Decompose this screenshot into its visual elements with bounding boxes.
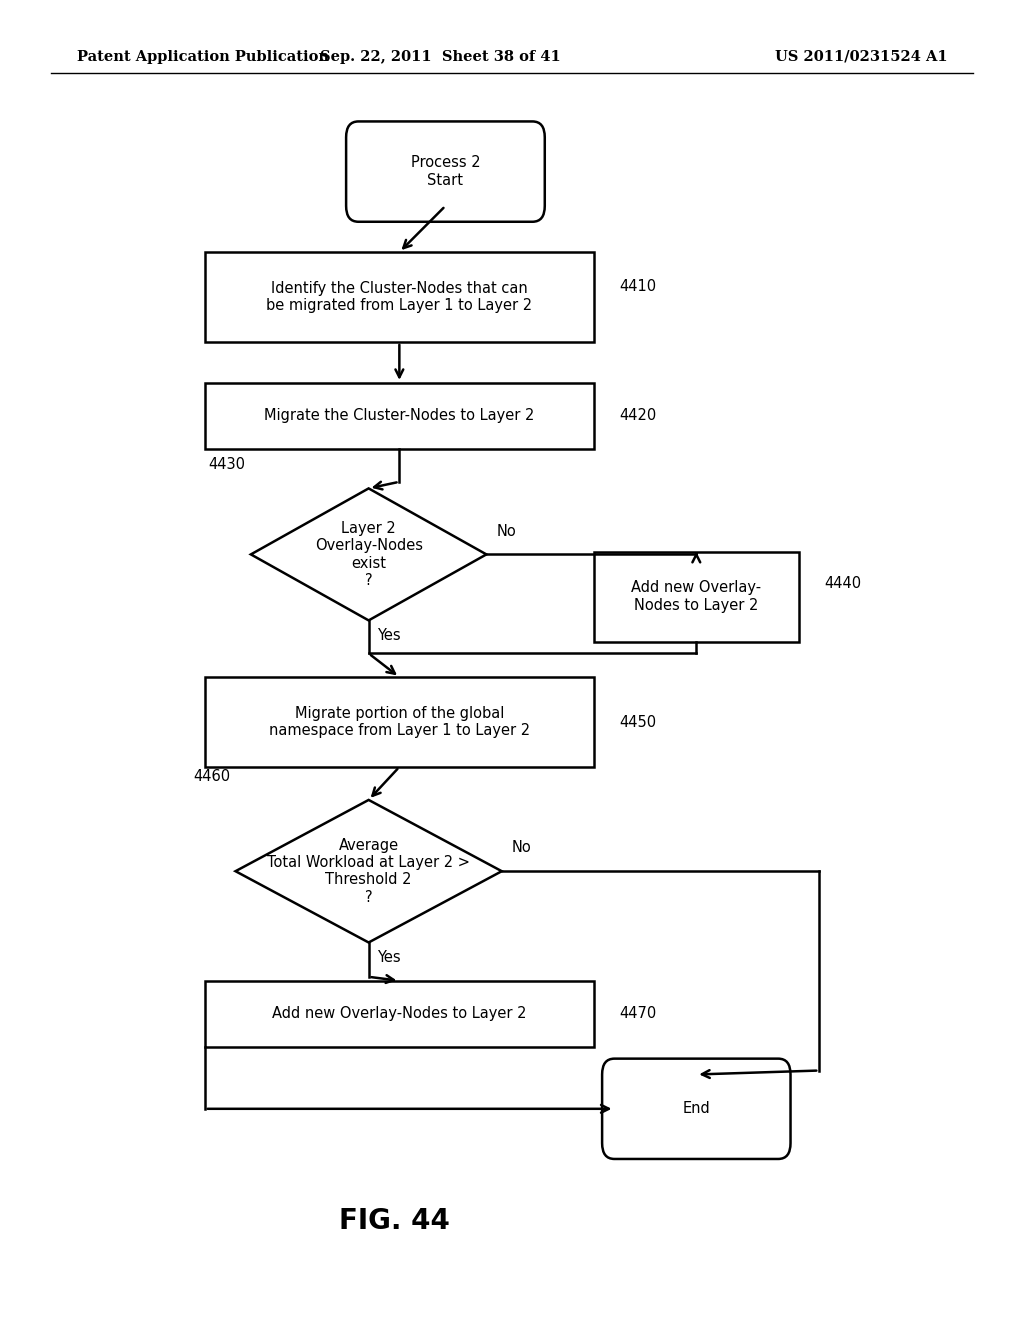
Text: Migrate the Cluster-Nodes to Layer 2: Migrate the Cluster-Nodes to Layer 2	[264, 408, 535, 424]
Text: FIG. 44: FIG. 44	[339, 1206, 450, 1236]
Text: 4440: 4440	[824, 576, 861, 591]
Text: Yes: Yes	[377, 950, 400, 965]
Text: 4470: 4470	[620, 1006, 656, 1022]
Text: 4420: 4420	[620, 408, 656, 424]
Text: 4430: 4430	[209, 457, 246, 473]
Text: No: No	[512, 841, 531, 855]
FancyBboxPatch shape	[346, 121, 545, 222]
Bar	[205, 677, 594, 767]
Text: Average
Total Workload at Layer 2 >
Threshold 2
?: Average Total Workload at Layer 2 > Thre…	[267, 838, 470, 904]
Text: No: No	[497, 524, 516, 539]
Polygon shape	[251, 488, 486, 620]
FancyBboxPatch shape	[602, 1059, 791, 1159]
Bar	[205, 981, 594, 1047]
Text: Identify the Cluster-Nodes that can
be migrated from Layer 1 to Layer 2: Identify the Cluster-Nodes that can be m…	[266, 281, 532, 313]
Text: US 2011/0231524 A1: US 2011/0231524 A1	[774, 50, 947, 63]
Text: Add new Overlay-
Nodes to Layer 2: Add new Overlay- Nodes to Layer 2	[631, 581, 762, 612]
Bar	[205, 383, 594, 449]
Text: Sep. 22, 2011  Sheet 38 of 41: Sep. 22, 2011 Sheet 38 of 41	[319, 50, 561, 63]
Text: 4450: 4450	[620, 714, 656, 730]
Text: Process 2
Start: Process 2 Start	[411, 156, 480, 187]
Text: 4410: 4410	[620, 279, 656, 294]
Text: Layer 2
Overlay-Nodes
exist
?: Layer 2 Overlay-Nodes exist ?	[314, 521, 423, 587]
Text: Patent Application Publication: Patent Application Publication	[77, 50, 329, 63]
Bar	[205, 252, 594, 342]
Text: 4460: 4460	[194, 768, 230, 784]
Polygon shape	[236, 800, 502, 942]
Text: Migrate portion of the global
namespace from Layer 1 to Layer 2: Migrate portion of the global namespace …	[268, 706, 530, 738]
Text: End: End	[682, 1101, 711, 1117]
Text: Yes: Yes	[377, 628, 400, 643]
Text: Add new Overlay-Nodes to Layer 2: Add new Overlay-Nodes to Layer 2	[272, 1006, 526, 1022]
Bar	[594, 552, 799, 642]
